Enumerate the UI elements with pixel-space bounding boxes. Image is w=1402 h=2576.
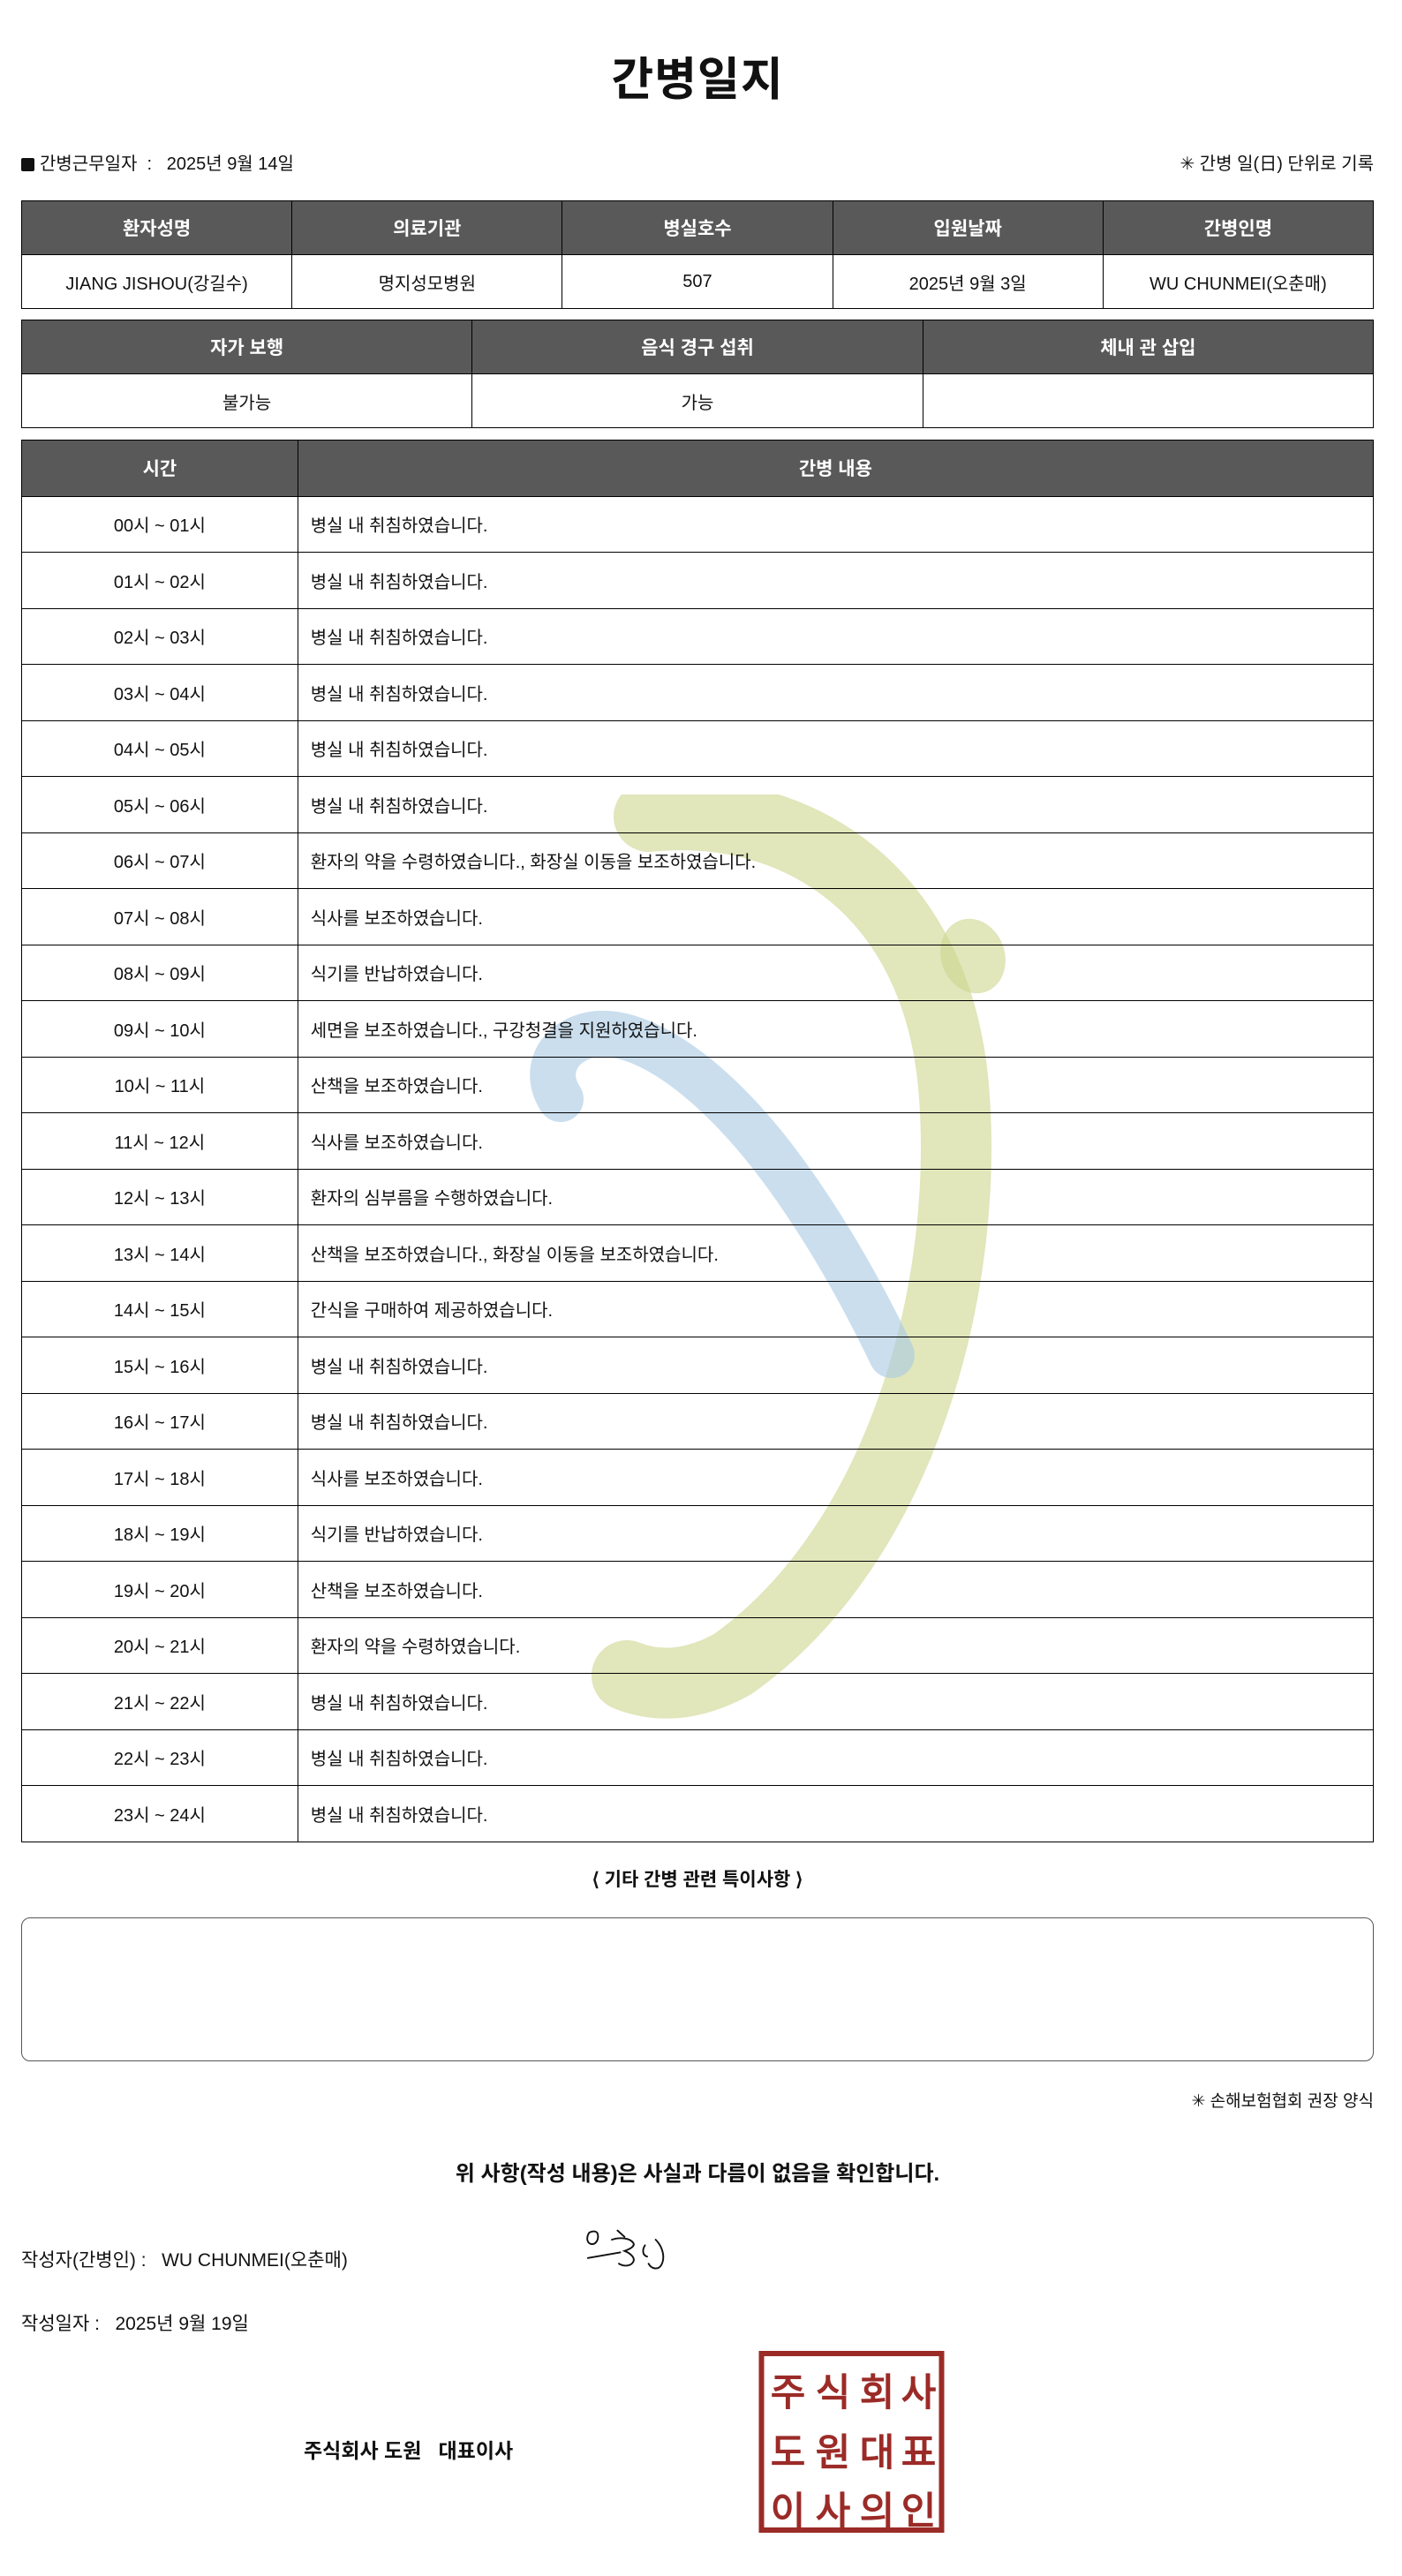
svg-text:사: 사 [901, 2372, 937, 2414]
svg-text:도: 도 [771, 2432, 806, 2474]
svg-text:인: 인 [901, 2490, 937, 2533]
svg-text:의: 의 [860, 2490, 895, 2533]
svg-text:사: 사 [816, 2490, 851, 2533]
svg-text:원: 원 [816, 2432, 851, 2474]
svg-text:대: 대 [860, 2432, 895, 2474]
svg-text:표: 표 [901, 2432, 937, 2474]
svg-text:식: 식 [816, 2372, 851, 2414]
svg-text:주: 주 [771, 2372, 806, 2414]
svg-text:회: 회 [860, 2372, 895, 2414]
svg-text:이: 이 [771, 2490, 806, 2533]
